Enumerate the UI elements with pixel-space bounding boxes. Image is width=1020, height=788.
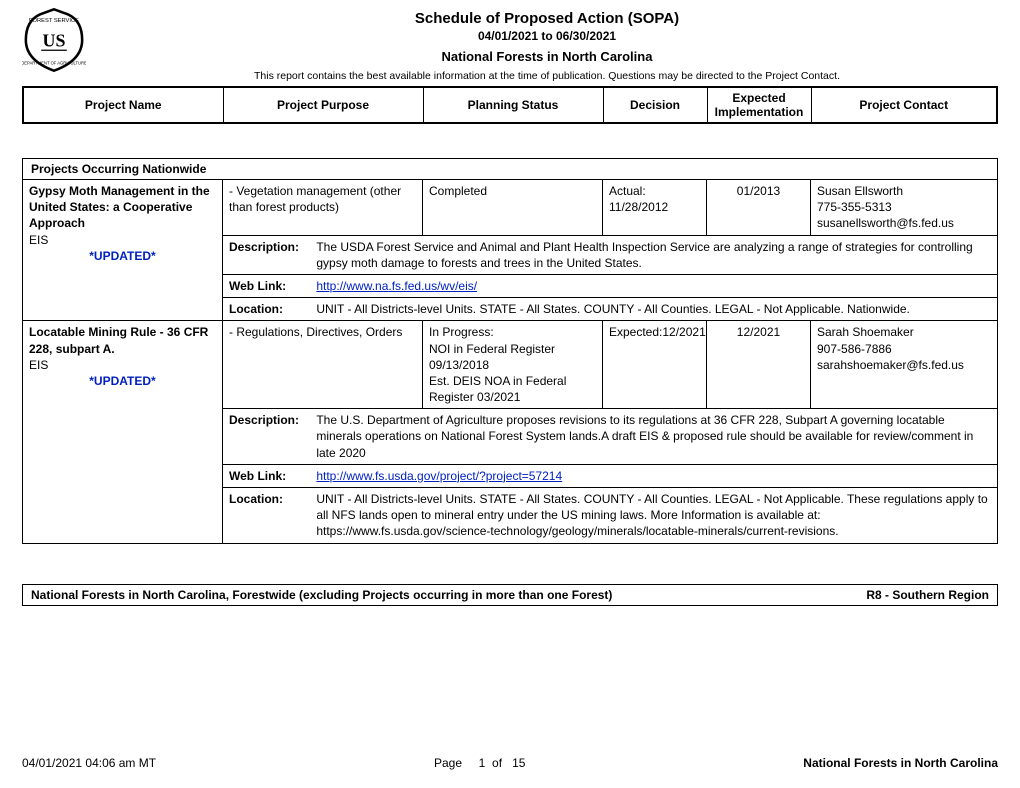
footer-timestamp: 04/01/2021 04:06 am MT [22,756,156,770]
project-table: Gypsy Moth Management in the United Stat… [22,179,998,544]
nationwide-section-header: Projects Occurring Nationwide [22,158,998,179]
date-range: 04/01/2021 to 06/30/2021 [96,29,998,43]
project-description-cell: Description: The USDA Forest Service and… [223,235,998,274]
project-row: Locatable Mining Rule - 36 CFR 228, subp… [23,321,998,409]
project-description-cell: Description: The U.S. Department of Agri… [223,409,998,465]
forestwide-header-row: National Forests in North Carolina, Fore… [22,584,998,606]
col-project-name: Project Name [23,87,223,123]
project-decision: Actual: 11/28/2012 [603,180,707,236]
description-text: The U.S. Department of Agriculture propo… [316,412,988,461]
contact-phone: 775-355-5313 [817,200,892,214]
document-header: FOREST SERVICE US DEPARTMENT OF AGRICULT… [22,8,998,86]
project-env-type: EIS [29,358,48,372]
updated-badge: *UPDATED* [29,373,216,389]
col-decision: Decision [603,87,707,123]
location-label: Location: [229,301,313,317]
project-weblink-cell: Web Link: http://www.fs.usda.gov/project… [223,464,998,487]
project-implementation: 12/2021 [707,321,811,409]
project-implementation: 01/2013 [707,180,811,236]
page-footer: 04/01/2021 04:06 am MT Page 1 of 15 Nati… [22,756,998,770]
project-weblink-cell: Web Link: http://www.na.fs.fed.us/wv/eis… [223,274,998,297]
column-headers-table: Project Name Project Purpose Planning St… [22,86,998,124]
project-row: Gypsy Moth Management in the United Stat… [23,180,998,236]
description-text: The USDA Forest Service and Animal and P… [316,239,988,271]
disclaimer-text: This report contains the best available … [96,70,998,82]
page-total: 15 [512,756,525,770]
description-label: Description: [229,412,313,428]
location-label: Location: [229,491,313,507]
contact-name: Sarah Shoemaker [817,325,914,339]
project-contact: Sarah Shoemaker 907-586-7886 sarahshoema… [811,321,998,409]
project-purpose: - Regulations, Directives, Orders [223,321,423,409]
weblink-anchor[interactable]: http://www.na.fs.fed.us/wv/eis/ [316,279,477,293]
project-name-cell: Locatable Mining Rule - 36 CFR 228, subp… [23,321,223,543]
svg-text:DEPARTMENT OF AGRICULTURE: DEPARTMENT OF AGRICULTURE [22,60,86,65]
project-decision: Expected:12/2021 [603,321,707,409]
col-planning-status: Planning Status [423,87,603,123]
weblink-label: Web Link: [229,278,313,294]
report-title: Schedule of Proposed Action (SOPA) [96,10,998,27]
project-contact: Susan Ellsworth 775-355-5313 susanellswo… [811,180,998,236]
header-text-block: Schedule of Proposed Action (SOPA) 04/01… [96,8,998,86]
location-text: UNIT - All Districts-level Units. STATE … [316,301,988,317]
contact-phone: 907-586-7886 [817,342,892,356]
col-project-purpose: Project Purpose [223,87,423,123]
forestwide-left: National Forests in North Carolina, Fore… [31,588,612,602]
svg-text:US: US [43,30,66,50]
project-location-cell: Location: UNIT - All Districts-level Uni… [223,298,998,321]
forestwide-right: R8 - Southern Region [866,588,989,602]
contact-name: Susan Ellsworth [817,184,903,198]
page-of: of [492,756,502,770]
contact-email: susanellsworth@fs.fed.us [817,216,954,230]
forest-name: National Forests in North Carolina [96,49,998,64]
page-num: 1 [479,756,486,770]
page-container: FOREST SERVICE US DEPARTMENT OF AGRICULT… [0,0,1020,614]
footer-forest-name: National Forests in North Carolina [803,756,998,770]
project-name: Gypsy Moth Management in the United Stat… [29,184,210,230]
weblink-label: Web Link: [229,468,313,484]
location-text: UNIT - All Districts-level Units. STATE … [316,491,988,540]
project-status: In Progress: NOI in Federal Register 09/… [423,321,603,409]
forest-service-logo-icon: FOREST SERVICE US DEPARTMENT OF AGRICULT… [22,8,86,72]
col-project-contact: Project Contact [811,87,997,123]
project-env-type: EIS [29,233,48,247]
col-impl-line1: Expected [732,91,785,105]
project-name: Locatable Mining Rule - 36 CFR 228, subp… [29,325,208,355]
project-status: Completed [423,180,603,236]
svg-text:FOREST SERVICE: FOREST SERVICE [29,18,79,24]
contact-email: sarahshoemaker@fs.fed.us [817,358,964,372]
updated-badge: *UPDATED* [29,248,216,264]
project-name-cell: Gypsy Moth Management in the United Stat… [23,180,223,321]
col-expected-implementation: Expected Implementation [707,87,811,123]
page-label: Page [434,756,462,770]
spacer [22,124,998,158]
description-label: Description: [229,239,313,255]
col-impl-line2: Implementation [715,105,804,119]
weblink-anchor[interactable]: http://www.fs.usda.gov/project/?project=… [316,469,562,483]
project-purpose: - Vegetation management (other than fore… [223,180,423,236]
footer-pagination: Page 1 of 15 [156,756,803,770]
project-location-cell: Location: UNIT - All Districts-level Uni… [223,488,998,544]
